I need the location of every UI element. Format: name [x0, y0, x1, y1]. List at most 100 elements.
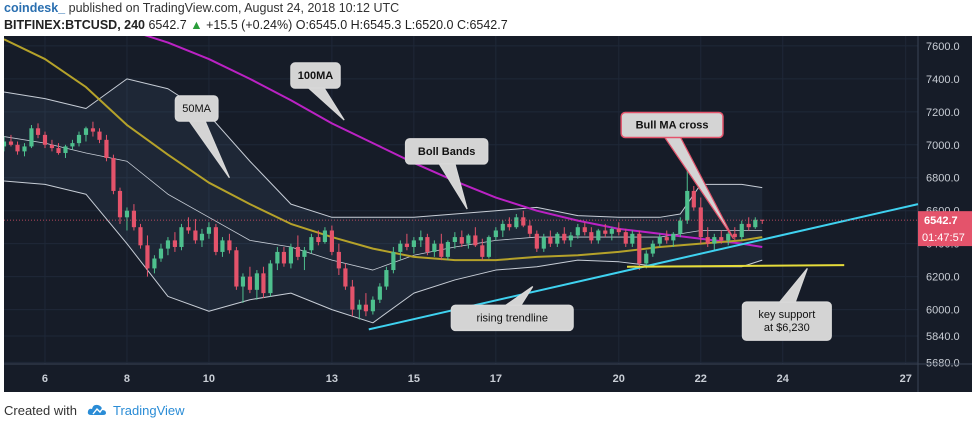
header-line-2: BITFINEX:BTCUSD, 240 6542.7 ▲ +15.5 (+0.… [4, 17, 508, 33]
candle-body [527, 225, 532, 234]
change-value: +15.5 (+0.24%) [206, 18, 293, 32]
candle-body [1, 141, 7, 147]
candle-body [145, 245, 150, 269]
candle-body [603, 230, 608, 234]
symbol-label[interactable]: BITFINEX:BTCUSD, 240 [4, 18, 145, 32]
candle-body [179, 227, 184, 247]
ohlc-values: O:6545.0 H:6545.3 L:6520.0 C:6542.7 [295, 18, 508, 32]
candle-body [275, 251, 280, 264]
callout-box [741, 301, 832, 341]
candle-body [712, 237, 717, 244]
candle-body [596, 230, 601, 241]
price-chart[interactable]: 5680.05840.06000.06200.06400.06600.06800… [1, 28, 972, 392]
candle-body [678, 220, 683, 234]
timer-label-bg [918, 228, 972, 247]
callout-text: Bull MA cross [636, 120, 709, 132]
y-tick-label: 5840.0 [926, 331, 960, 343]
x-tick-label: 6 [42, 373, 48, 385]
header-line-1: coindesk_ published on TradingView.com, … [4, 0, 399, 16]
x-tick-label: 27 [900, 373, 912, 385]
candle-body [288, 246, 293, 264]
candle-body [76, 134, 82, 144]
candle-body [186, 227, 191, 231]
candle-body [760, 219, 765, 221]
candle-body [261, 273, 266, 294]
candle-body [459, 237, 464, 244]
candle-body [117, 190, 123, 218]
candle-body [302, 250, 307, 257]
candle-body [664, 237, 669, 241]
callout-box [290, 62, 341, 89]
candle-body [220, 240, 225, 252]
candle-body [247, 276, 253, 290]
candle-body [158, 248, 164, 259]
annotation-callout: 50MA [174, 95, 230, 179]
author-link[interactable]: coindesk_ [4, 1, 66, 15]
candle-body [295, 246, 300, 257]
x-tick-label: 15 [408, 373, 420, 385]
candle-body [8, 141, 14, 145]
candle-body [630, 233, 635, 244]
candle-body [357, 304, 362, 310]
candle-body [521, 217, 526, 226]
annotation-callout: 100MA [290, 62, 345, 121]
x-tick-label: 24 [777, 373, 790, 385]
bollinger-fill [4, 78, 763, 323]
candle-body [227, 240, 232, 251]
annotation-callout: Boll Bands [404, 138, 489, 210]
chart-container[interactable]: 5680.05840.06000.06200.06400.06600.06800… [1, 28, 972, 392]
y-tick-label: 7000.0 [926, 140, 960, 152]
candle-body [42, 134, 48, 145]
callout-box [620, 111, 724, 139]
candle-body [254, 273, 259, 290]
candle-body [63, 146, 68, 154]
tradingview-cloud-icon[interactable] [87, 403, 107, 417]
x-tick-label: 10 [203, 373, 215, 385]
candle-body [466, 235, 471, 244]
y-tick-label: 7600.0 [926, 41, 960, 53]
candle-body [363, 304, 369, 312]
candle-body [97, 131, 102, 140]
candle-body [439, 243, 444, 257]
candle-body [70, 143, 75, 147]
candle-body [384, 270, 389, 287]
candle-body [575, 227, 580, 236]
callout-text: at $6,230 [764, 322, 810, 334]
y-tick-label: 7200.0 [926, 107, 960, 119]
candle-body [500, 223, 505, 231]
callout-text: 50MA [182, 103, 211, 115]
candle-body [445, 242, 450, 257]
candle-body [582, 227, 587, 233]
candle-body [691, 190, 696, 208]
candle-body [507, 223, 512, 228]
candle-body [83, 128, 89, 135]
candle-body [234, 250, 239, 287]
candle-body [152, 258, 157, 269]
last-price-label-bg [918, 211, 972, 230]
candle-body [22, 146, 27, 152]
candle-body [685, 190, 690, 221]
candle-body [56, 148, 61, 154]
callout-box [404, 138, 489, 165]
candle-body [206, 227, 212, 234]
candle-body [616, 228, 621, 233]
candle-body [309, 237, 314, 251]
candle-body [425, 237, 430, 252]
tradingview-link[interactable]: TradingView [112, 402, 185, 418]
candle-body [343, 268, 348, 287]
candle-body [555, 233, 560, 244]
candle-body [514, 217, 519, 228]
candle-body [473, 235, 478, 246]
candle-body [671, 233, 676, 241]
candle-body [35, 128, 41, 135]
candle-body [644, 253, 649, 264]
candle-body [199, 233, 205, 241]
annotation-callout: rising trendline [450, 286, 574, 332]
candle-body [739, 223, 744, 238]
candle-body [281, 251, 287, 264]
candle-body [172, 240, 178, 247]
candle-body [548, 237, 553, 244]
change-arrow-icon: ▲ [190, 18, 203, 32]
candle-body [705, 237, 710, 244]
